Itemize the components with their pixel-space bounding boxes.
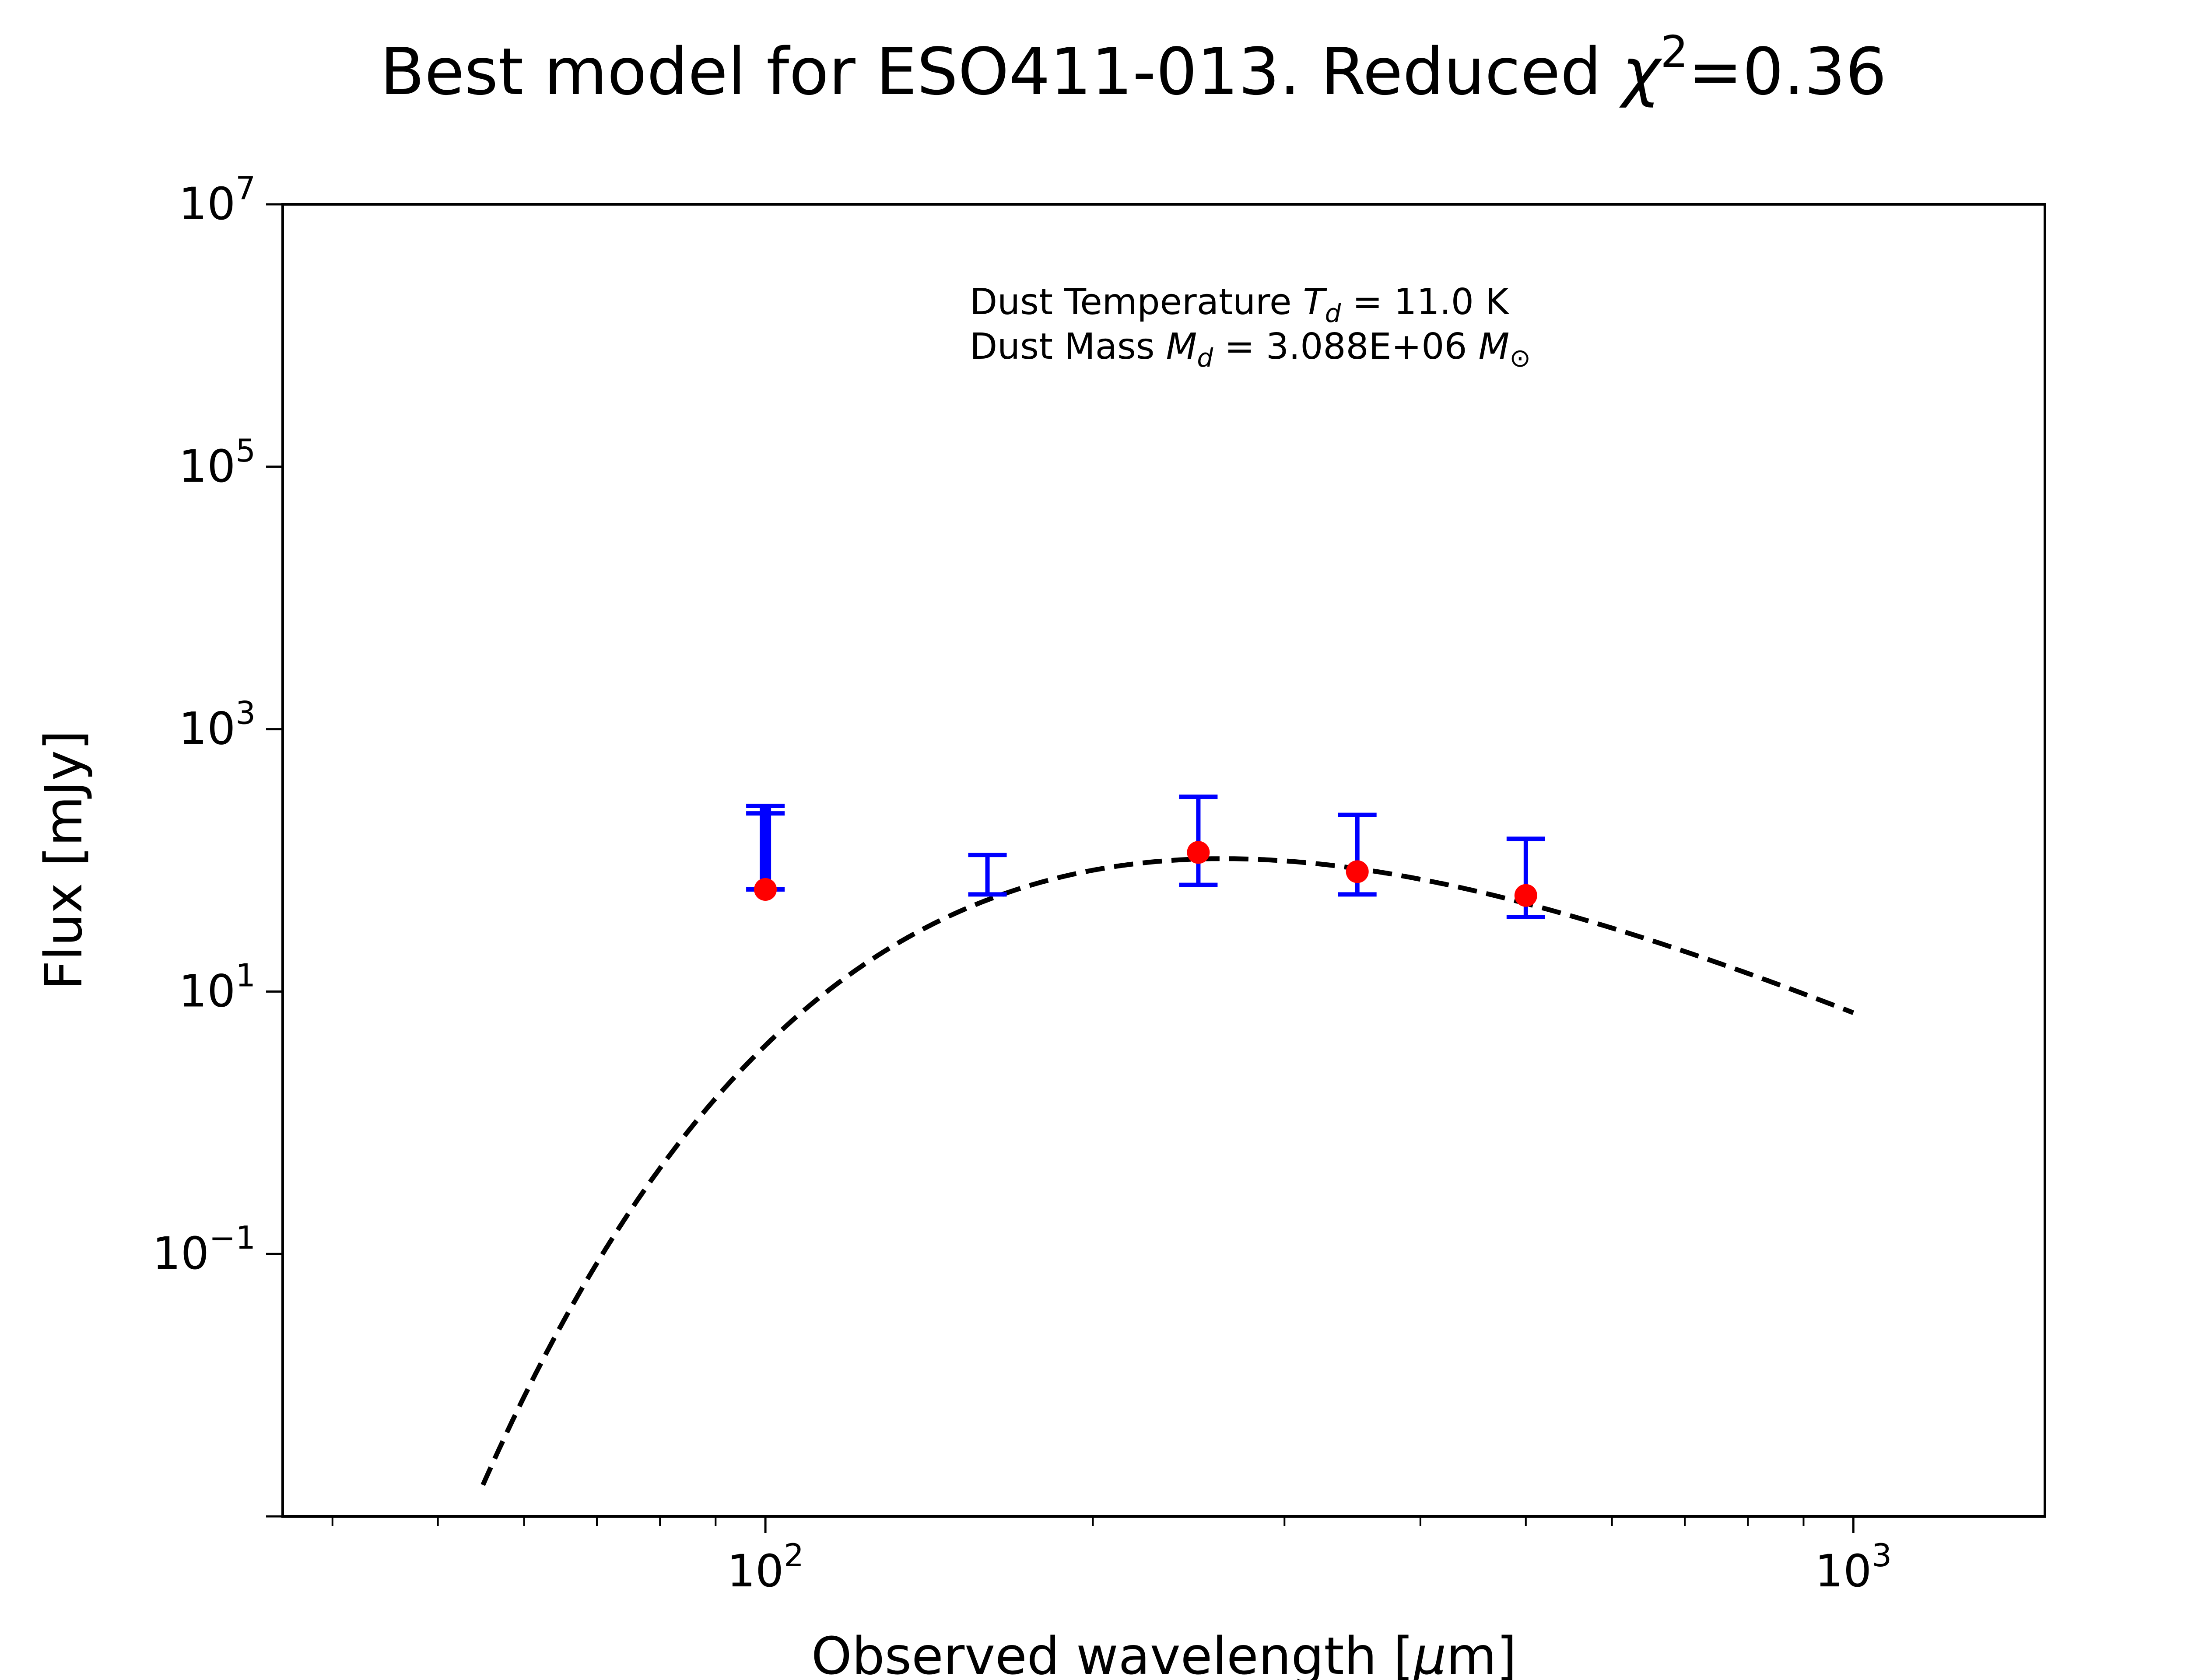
observation-point [1187,841,1210,864]
x-tick-label: 103 [1815,1537,1892,1597]
y-tick-label: 10−1 [152,1219,256,1280]
dust-mass-label: Dust Mass Md = 3.088E+06 M⊙ [970,326,1531,373]
dust-temperature-label: Dust Temperature Td = 11.0 K [970,281,1510,328]
annotation-box: Dust Temperature Td = 11.0 K Dust Mass M… [970,281,1531,373]
chart-title: Best model for ESO411-013. Reduced χ2=0.… [380,26,1887,109]
y-axis-ticks: 10−1 101 103 105 107 [152,170,283,1518]
observation-point [1346,860,1369,883]
y-tick-label: 105 [179,432,256,493]
x-tick-label: 102 [727,1537,804,1597]
y-axis-label: Flux [mJy] [33,730,94,990]
y-tick-label: 107 [179,170,256,230]
observation-point [754,878,777,901]
model-curve-group [480,856,1855,1486]
x-axis-ticks: 102 103 [331,1516,1892,1597]
x-axis-label: Observed wavelength [μm] [811,1626,1517,1680]
y-tick-label: 103 [179,695,256,755]
observations-group [746,794,1545,919]
plot-frame [281,203,2046,1518]
observation-point [1514,884,1537,907]
y-tick-label: 101 [179,957,256,1017]
model-curve [480,856,1855,1486]
